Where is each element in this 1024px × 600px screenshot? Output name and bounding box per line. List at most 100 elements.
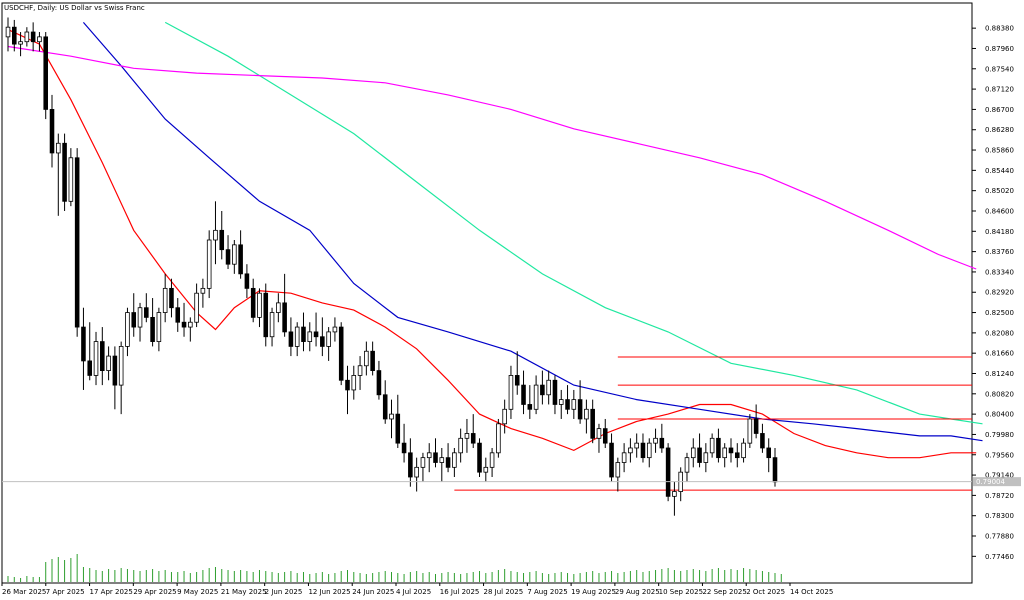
candle-body xyxy=(175,307,181,323)
price-axis: 0.88380 0.87960 0.87540 0.87120 0.86700 0.862… xyxy=(972,25,1014,561)
candle-body xyxy=(74,157,80,328)
candle-body xyxy=(722,447,727,459)
candle-body xyxy=(615,462,621,478)
date-tick-label: 4 Jul 2025 xyxy=(396,588,431,596)
candle-body xyxy=(238,244,243,275)
date-tick-label: 17 Apr 2025 xyxy=(90,588,133,596)
date-tick-label: 10 Sep 2025 xyxy=(659,588,703,596)
candle-body xyxy=(93,341,99,376)
price-tick-label: 0.87960 xyxy=(985,45,1014,53)
moving-average-line xyxy=(82,22,983,442)
candle-body xyxy=(552,379,558,405)
date-axis: 26 Mar 2025 7 Apr 2025 17 Apr 2025 29 Apr 2… xyxy=(1,583,833,596)
volume-bars xyxy=(7,554,782,582)
candle-body xyxy=(489,452,495,468)
candle-body xyxy=(43,36,49,110)
candle-body xyxy=(194,292,199,323)
candle-body xyxy=(508,375,514,410)
candle-body xyxy=(332,326,338,333)
candle-body xyxy=(188,321,193,328)
candle-body xyxy=(684,457,690,473)
candle-body xyxy=(282,302,287,333)
price-tick-label: 0.79980 xyxy=(985,431,1014,439)
candle-body xyxy=(37,36,42,43)
candle-body xyxy=(703,452,709,463)
date-tick-label: 9 May 2025 xyxy=(177,588,218,596)
candle-body xyxy=(18,41,23,45)
current-price-label: 0.79004 xyxy=(976,478,1005,486)
candle-body xyxy=(734,452,740,459)
candle-body xyxy=(690,447,696,459)
candle-body xyxy=(546,379,551,396)
price-tick-label: 0.79140 xyxy=(985,472,1014,480)
date-tick-label: 2 Jun 2025 xyxy=(265,588,303,596)
candle-body xyxy=(357,365,363,376)
candle-body xyxy=(376,370,382,396)
candle-body xyxy=(646,442,652,459)
candle-body xyxy=(533,384,539,410)
candle-body xyxy=(558,399,564,405)
candle-body xyxy=(338,326,344,381)
candle-body xyxy=(659,437,665,449)
candle-body xyxy=(232,244,237,265)
candle-body xyxy=(288,331,294,347)
date-tick-label: 26 Mar 2025 xyxy=(2,588,46,596)
moving-average-line xyxy=(7,45,977,270)
candle-body xyxy=(483,466,489,473)
candlesticks xyxy=(5,17,778,516)
moving-average-line xyxy=(7,29,977,459)
candle-body xyxy=(313,331,319,338)
candle-body xyxy=(709,437,715,454)
date-tick-label: 2 Oct 2025 xyxy=(746,588,785,596)
candle-body xyxy=(653,437,658,444)
price-tick-label: 0.83760 xyxy=(985,248,1014,256)
candle-body xyxy=(320,336,325,347)
candle-body xyxy=(112,355,118,386)
price-tick-label: 0.82920 xyxy=(985,289,1014,297)
candle-body xyxy=(276,302,281,313)
candle-body xyxy=(577,399,583,420)
date-tick-label: 7 Aug 2025 xyxy=(527,588,567,596)
candle-body xyxy=(621,452,627,463)
candle-body xyxy=(301,326,306,342)
candle-body xyxy=(250,287,256,318)
price-tick-label: 0.85440 xyxy=(985,167,1014,175)
price-tick-label: 0.80400 xyxy=(985,411,1014,419)
candle-body xyxy=(169,287,174,309)
candle-body xyxy=(294,326,300,347)
chart-title: USDCHF, Daily: US Dollar vs Swiss Franc xyxy=(4,4,145,12)
candle-body xyxy=(527,404,533,410)
candle-body xyxy=(565,399,570,410)
moving-average-line xyxy=(164,21,983,425)
candle-body xyxy=(257,292,262,318)
candle-body xyxy=(200,287,206,294)
candle-body xyxy=(672,491,677,497)
candle-body xyxy=(364,350,369,367)
candle-body xyxy=(697,447,702,463)
candle-body xyxy=(307,331,313,342)
date-tick-label: 24 Jun 2025 xyxy=(352,588,394,596)
candle-body xyxy=(772,457,778,483)
candle-body xyxy=(225,249,231,265)
plot-area-border xyxy=(1,2,973,584)
candle-body xyxy=(741,442,746,459)
candle-body xyxy=(439,457,445,463)
candle-body xyxy=(213,229,218,241)
price-tick-label: 0.85860 xyxy=(985,147,1014,155)
price-tick-label: 0.84180 xyxy=(985,228,1014,236)
date-tick-label: 7 Apr 2025 xyxy=(46,588,85,596)
price-tick-label: 0.79560 xyxy=(985,451,1014,459)
date-tick-label: 22 Sep 2025 xyxy=(702,588,746,596)
candle-body xyxy=(452,452,457,468)
candle-body xyxy=(68,157,74,202)
price-tick-label: 0.77880 xyxy=(985,533,1014,541)
date-tick-label: 21 May 2025 xyxy=(221,588,267,596)
candle-body xyxy=(345,379,350,391)
candle-body xyxy=(5,26,11,38)
price-tick-label: 0.87540 xyxy=(985,65,1014,73)
candle-body xyxy=(401,442,407,454)
candle-body xyxy=(389,413,394,420)
price-tick-label: 0.82080 xyxy=(985,329,1014,337)
